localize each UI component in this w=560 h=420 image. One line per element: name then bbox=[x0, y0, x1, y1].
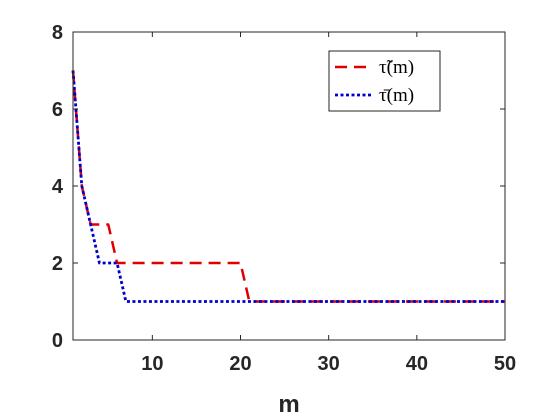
x-tick-label: 20 bbox=[229, 353, 251, 375]
y-tick-label: 2 bbox=[52, 253, 63, 275]
series-layer bbox=[71, 70, 505, 303]
series-line-2 bbox=[71, 70, 505, 303]
x-axis-label: m bbox=[278, 391, 299, 418]
legend: τ̃(m) τ̄(m) bbox=[328, 50, 441, 112]
legend-label-2: τ̄(m) bbox=[379, 85, 414, 106]
y-tick-label: 4 bbox=[52, 176, 64, 198]
series-line-1 bbox=[71, 70, 505, 303]
legend-box bbox=[328, 50, 441, 112]
legend-label-1: τ̃(m) bbox=[379, 57, 414, 78]
x-tick-label: 30 bbox=[318, 353, 340, 375]
y-tick-label: 8 bbox=[52, 22, 63, 44]
x-tick-label: 50 bbox=[494, 353, 516, 375]
y-tick-label: 0 bbox=[52, 330, 63, 352]
ticks-layer: 10 20 30 40 50 0 2 4 6 8 bbox=[52, 22, 516, 375]
x-tick-label: 40 bbox=[406, 353, 428, 375]
y-tick-label: 6 bbox=[52, 99, 63, 121]
x-tick-label: 10 bbox=[141, 353, 163, 375]
